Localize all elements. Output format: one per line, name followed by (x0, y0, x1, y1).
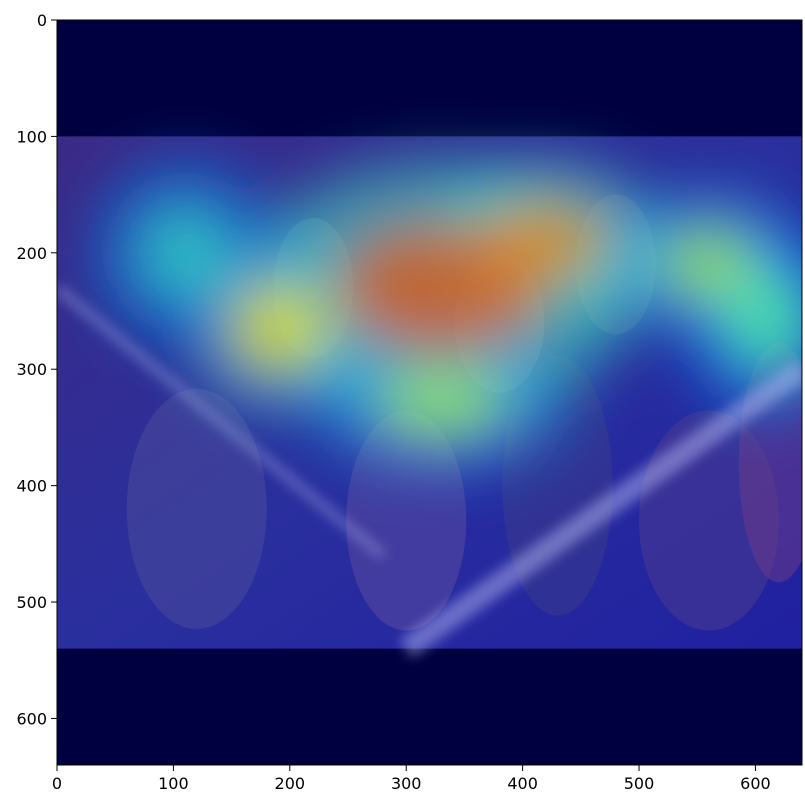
x-tick-label: 300 (391, 774, 422, 793)
x-tick-label: 500 (624, 774, 655, 793)
y-tick-label: 100 (16, 127, 47, 146)
y-tick-label: 600 (16, 709, 47, 728)
x-tick-label: 600 (740, 774, 771, 793)
y-tick-label: 500 (16, 593, 47, 612)
y-tick-label: 0 (37, 11, 47, 30)
y-tick-label: 400 (16, 477, 47, 496)
attention-blob (136, 203, 234, 302)
x-tick-label: 0 (52, 774, 62, 793)
rail-left (57, 283, 387, 560)
attention-heat-layer (91, 159, 802, 472)
attention-blob (483, 199, 609, 284)
x-tick-label: 100 (158, 774, 189, 793)
photo-figure (126, 388, 267, 629)
axes-frame (56, 19, 803, 766)
x-tick-label: 200 (275, 774, 306, 793)
x-tick-label: 400 (507, 774, 538, 793)
rail-right (399, 360, 802, 658)
attention-blob (725, 273, 802, 372)
attention-blob (374, 369, 508, 440)
attention-blob (659, 226, 758, 303)
heatmap-plot-area (57, 20, 802, 765)
x-axis: 0 100 200 300 400 500 600 (52, 765, 771, 793)
attention-blob (229, 283, 328, 374)
y-tick-label: 300 (16, 360, 47, 379)
y-axis: 0 100 200 300 400 500 600 (16, 11, 57, 728)
escalator-rails (57, 283, 802, 658)
y-tick-label: 200 (16, 244, 47, 263)
